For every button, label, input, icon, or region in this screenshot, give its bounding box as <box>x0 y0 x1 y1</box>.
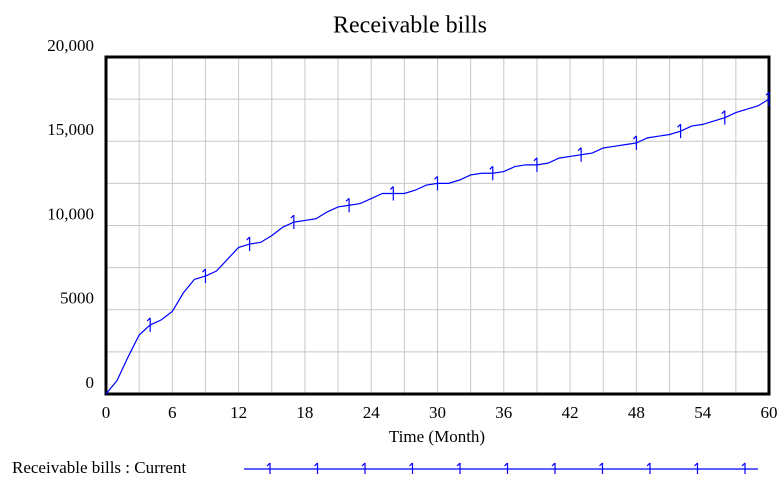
series-marker <box>533 157 538 172</box>
x-tick-label: 48 <box>628 403 645 422</box>
chart-title: Receivable bills <box>333 13 487 39</box>
series-marker <box>577 147 582 162</box>
series-marker <box>765 91 770 107</box>
x-tick-label: 60 <box>761 403 778 422</box>
x-tick-label: 0 <box>102 403 111 422</box>
series-marker <box>146 317 151 332</box>
x-tick-label: 30 <box>429 403 446 422</box>
legend-marker <box>314 462 319 474</box>
legend-label: Receivable bills : Current <box>12 458 186 477</box>
legend-marker <box>504 462 509 474</box>
series-marker <box>721 110 726 125</box>
x-tick-label: 18 <box>296 403 313 422</box>
y-tick-label: 20,000 <box>47 36 94 55</box>
x-tick-label: 36 <box>495 403 512 422</box>
series-marker <box>434 175 439 191</box>
series-marker <box>389 186 394 201</box>
y-tick-label: 15,000 <box>47 120 94 139</box>
x-axis-label: Time (Month) <box>389 427 485 446</box>
x-tick-label: 12 <box>230 403 247 422</box>
series-marker <box>202 268 207 284</box>
x-tick-label: 24 <box>363 403 381 422</box>
y-tick-label: 10,000 <box>47 204 94 223</box>
legend-marker <box>694 462 699 474</box>
series-marker <box>677 123 682 139</box>
x-tick-label: 54 <box>694 403 712 422</box>
legend-marker <box>646 462 651 474</box>
legend-marker <box>456 462 461 474</box>
legend-marker <box>599 462 604 474</box>
x-tick-label: 42 <box>562 403 579 422</box>
x-tick-label: 6 <box>168 403 177 422</box>
y-tick-label: 5000 <box>60 289 94 308</box>
legend-marker <box>266 462 271 474</box>
series-marker <box>632 135 637 150</box>
series-marker <box>489 165 494 181</box>
series-marker <box>246 236 251 252</box>
legend-marker <box>361 462 366 474</box>
legend-marker <box>741 462 746 474</box>
legend-marker <box>551 462 556 474</box>
series-marker <box>290 214 295 230</box>
legend-marker <box>409 462 414 474</box>
plot-frame <box>104 55 771 396</box>
y-tick-label: 0 <box>86 373 95 392</box>
series-marker <box>345 197 350 213</box>
